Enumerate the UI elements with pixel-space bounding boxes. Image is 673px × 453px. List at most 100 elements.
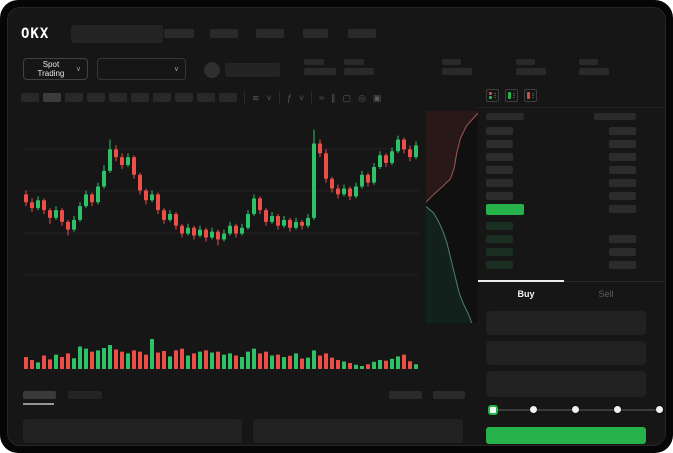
tab-buy[interactable]: Buy bbox=[486, 285, 566, 303]
slider-stop-dot[interactable] bbox=[572, 406, 579, 413]
slider-stop-dot[interactable] bbox=[614, 406, 621, 413]
nav-item-placeholder[interactable] bbox=[210, 29, 238, 38]
timeframe-button[interactable] bbox=[175, 93, 193, 102]
chevron-down-icon[interactable]: ˅ bbox=[266, 93, 272, 103]
orderbook-row-bar[interactable] bbox=[609, 235, 636, 243]
nav-item-placeholder[interactable] bbox=[256, 29, 284, 38]
orderbook-header-price-placeholder bbox=[486, 113, 524, 120]
tab-sell-label: Sell bbox=[598, 289, 614, 299]
orderbook-row-bar[interactable] bbox=[609, 192, 636, 200]
stat-value-placeholder bbox=[442, 68, 472, 75]
timeframe-button-active[interactable] bbox=[43, 93, 61, 102]
stat-label-placeholder bbox=[579, 59, 598, 65]
line-chart-icon[interactable]: ≈ bbox=[319, 93, 325, 103]
price-input-placeholder[interactable] bbox=[486, 311, 646, 335]
stat-label-placeholder bbox=[442, 59, 461, 65]
divider bbox=[478, 107, 665, 108]
orderbook-row-bar[interactable] bbox=[609, 127, 636, 135]
divider bbox=[278, 92, 280, 104]
search-bar-placeholder[interactable] bbox=[71, 25, 163, 43]
slider-stop-dot[interactable] bbox=[530, 406, 537, 413]
nav-item-placeholder[interactable] bbox=[164, 29, 194, 38]
nav-item-placeholder[interactable] bbox=[303, 29, 328, 38]
orderbook-row-bar[interactable] bbox=[486, 222, 513, 230]
chevron-down-icon: ∨ bbox=[75, 65, 81, 73]
orderbook-row-bar[interactable] bbox=[609, 179, 636, 187]
draw-tool-icon[interactable]: ∥ bbox=[331, 92, 336, 103]
timeframe-button[interactable] bbox=[65, 93, 83, 102]
orderbook-row-bar[interactable] bbox=[486, 153, 513, 161]
buy-submit-button[interactable] bbox=[486, 427, 646, 444]
orderbook-header-amount-placeholder bbox=[594, 113, 636, 120]
orderbook-row-bar[interactable] bbox=[609, 261, 636, 269]
chevron-down-icon[interactable]: ˅ bbox=[298, 93, 305, 103]
orderbook-row-bar[interactable] bbox=[609, 166, 636, 174]
orders-tab-placeholder[interactable] bbox=[68, 391, 102, 399]
timeframe-button[interactable] bbox=[197, 93, 215, 102]
book-asks-view-icon[interactable] bbox=[524, 89, 537, 102]
orders-tab-active-placeholder[interactable] bbox=[23, 391, 56, 399]
stat-label-placeholder bbox=[344, 59, 364, 65]
last-price-bar[interactable] bbox=[486, 204, 524, 215]
market-type-label: Spot Trading bbox=[37, 60, 65, 78]
orders-row-placeholder bbox=[23, 419, 242, 443]
divider bbox=[244, 92, 245, 104]
timeframe-button[interactable] bbox=[21, 93, 39, 102]
stat-value-placeholder bbox=[516, 68, 546, 75]
timeframe-button[interactable] bbox=[87, 93, 105, 102]
active-tab-underline bbox=[23, 403, 54, 405]
stat-value-placeholder bbox=[304, 68, 336, 75]
active-tab-indicator bbox=[478, 280, 564, 282]
orderbook-row-bar[interactable] bbox=[486, 140, 513, 148]
total-input-placeholder[interactable] bbox=[486, 371, 646, 397]
tab-sell[interactable]: Sell bbox=[566, 285, 646, 303]
function-icon[interactable]: ƒ bbox=[286, 93, 292, 103]
market-type-dropdown[interactable]: Spot Trading ∨ bbox=[23, 58, 88, 80]
orderbook-row-bar[interactable] bbox=[609, 140, 636, 148]
slider-stop-dot[interactable] bbox=[656, 406, 663, 413]
stat-label-placeholder bbox=[516, 59, 535, 65]
depth-chart bbox=[426, 111, 478, 323]
settings-gear-icon[interactable]: ◎ bbox=[358, 92, 366, 103]
app-window: OKX Spot Trading ∨ ∨ bbox=[7, 7, 666, 446]
orderbook-panel: Buy Sell bbox=[478, 86, 665, 306]
indicator-icon[interactable]: ≋ bbox=[252, 92, 260, 103]
amount-input-placeholder[interactable] bbox=[486, 341, 646, 365]
fullscreen-icon[interactable]: ▣ bbox=[372, 92, 382, 103]
orderbook-row-bar[interactable] bbox=[486, 179, 513, 187]
okx-logo: OKX bbox=[21, 26, 50, 42]
timeframe-button[interactable] bbox=[153, 93, 171, 102]
book-bids-view-icon[interactable] bbox=[505, 89, 518, 102]
nav-item-placeholder[interactable] bbox=[348, 29, 376, 38]
camera-icon[interactable]: ▢ bbox=[342, 92, 352, 103]
divider bbox=[311, 92, 313, 104]
orders-row-placeholder bbox=[253, 419, 463, 443]
orderbook-row-bar[interactable] bbox=[609, 205, 636, 213]
orderbook-row-bar[interactable] bbox=[486, 166, 513, 174]
buy-sell-tabs: Buy Sell bbox=[486, 285, 646, 303]
orderbook-row-bar[interactable] bbox=[486, 235, 513, 243]
orderbook-row-bar[interactable] bbox=[486, 192, 513, 200]
coin-avatar bbox=[204, 62, 220, 78]
pair-dropdown[interactable]: ∨ bbox=[97, 58, 186, 80]
orders-action-placeholder[interactable] bbox=[433, 391, 465, 399]
timeframe-button[interactable] bbox=[131, 93, 149, 102]
candlestick-chart[interactable] bbox=[23, 116, 419, 312]
orderbook-row-bar[interactable] bbox=[486, 261, 513, 269]
chart-tools-row: ≋ ˅ ƒ ˅ ≈ ∥ ▢ ◎ ▣ bbox=[244, 91, 381, 105]
timeframe-button[interactable] bbox=[219, 93, 237, 102]
stat-value-placeholder bbox=[344, 68, 374, 75]
orderbook-row-bar[interactable] bbox=[609, 248, 636, 256]
orderbook-row-bar[interactable] bbox=[486, 248, 513, 256]
book-split-view-icon[interactable] bbox=[486, 89, 499, 102]
volume-chart bbox=[24, 339, 418, 369]
divider bbox=[478, 281, 665, 282]
orders-action-placeholder[interactable] bbox=[389, 391, 422, 399]
chevron-down-icon: ∨ bbox=[173, 65, 179, 73]
orderbook-row-bar[interactable] bbox=[486, 127, 513, 135]
orderbook-row-bar[interactable] bbox=[609, 153, 636, 161]
slider-handle[interactable] bbox=[488, 405, 498, 415]
timeframe-button[interactable] bbox=[109, 93, 127, 102]
